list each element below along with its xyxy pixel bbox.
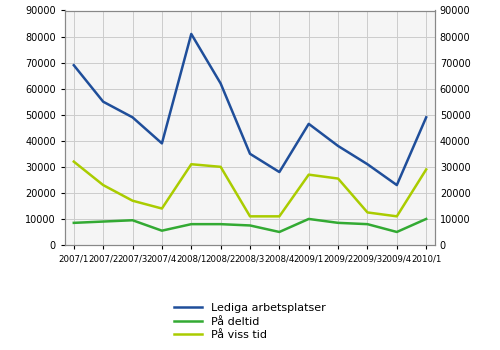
Lediga arbetsplatser [130,115,136,119]
På viss tid [423,167,429,172]
På viss tid [218,165,224,169]
Lediga arbetsplatser [276,170,282,174]
På viss tid [306,173,312,177]
På viss tid [364,210,370,215]
Lediga arbetsplatser [423,115,429,119]
Lediga arbetsplatser [71,63,77,67]
På deltid [364,222,370,226]
På viss tid [394,214,400,218]
På viss tid [100,183,106,187]
På deltid [100,219,106,224]
Lediga arbetsplatser [247,152,253,156]
På viss tid [276,214,282,218]
På deltid [159,229,165,233]
Lediga arbetsplatser [100,100,106,104]
Line: Lediga arbetsplatser: Lediga arbetsplatser [74,34,426,185]
Line: På deltid: På deltid [74,219,426,232]
På deltid [423,217,429,221]
På viss tid [188,162,194,166]
På deltid [306,217,312,221]
På deltid [276,230,282,234]
På deltid [218,222,224,226]
Lediga arbetsplatser [394,183,400,187]
På viss tid [247,214,253,218]
På deltid [130,218,136,222]
Lediga arbetsplatser [364,162,370,166]
På deltid [247,223,253,228]
På viss tid [71,160,77,164]
Line: På viss tid: På viss tid [74,162,426,216]
På viss tid [130,198,136,203]
Lediga arbetsplatser [159,141,165,146]
På deltid [394,230,400,234]
På deltid [188,222,194,226]
Lediga arbetsplatser [335,144,341,148]
Lediga arbetsplatser [188,32,194,36]
Lediga arbetsplatser [306,122,312,126]
Lediga arbetsplatser [218,81,224,85]
På viss tid [159,206,165,211]
På viss tid [335,176,341,181]
På deltid [71,221,77,225]
Legend: Lediga arbetsplatser, På deltid, På viss tid: Lediga arbetsplatser, På deltid, På viss… [170,299,330,344]
På deltid [335,221,341,225]
